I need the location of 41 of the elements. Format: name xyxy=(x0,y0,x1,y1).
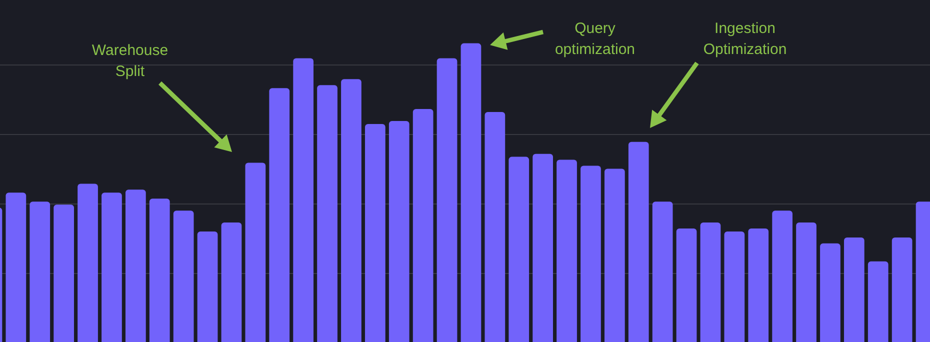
bar xyxy=(30,202,50,342)
bar xyxy=(173,210,194,342)
bar xyxy=(54,204,74,342)
bar xyxy=(102,192,122,342)
bar xyxy=(484,112,506,342)
bar xyxy=(388,120,410,342)
bar xyxy=(364,124,386,342)
bar xyxy=(748,228,769,342)
bar xyxy=(508,156,530,342)
bar xyxy=(892,237,912,342)
annotation: Query optimization xyxy=(554,19,636,60)
bar xyxy=(700,222,721,342)
bar xyxy=(652,202,673,342)
bar xyxy=(197,231,218,342)
bar xyxy=(724,231,745,342)
bar xyxy=(436,58,458,342)
bar xyxy=(772,210,793,342)
annotation: Warehouse Split xyxy=(90,41,170,82)
bar xyxy=(676,228,697,342)
bar xyxy=(341,79,362,342)
bar xyxy=(293,58,314,342)
bar xyxy=(868,261,888,342)
bar xyxy=(580,166,601,342)
bar xyxy=(844,237,864,342)
bar xyxy=(412,109,434,342)
bar xyxy=(269,88,290,342)
bar xyxy=(149,198,170,342)
bar xyxy=(628,142,649,342)
annotation: Ingestion Optimization xyxy=(702,19,788,60)
bar xyxy=(460,43,482,342)
bar xyxy=(78,184,98,342)
bar xyxy=(556,160,577,342)
bar xyxy=(820,243,840,342)
bar xyxy=(532,154,554,342)
bar xyxy=(317,85,338,342)
bar xyxy=(796,222,816,342)
bar xyxy=(245,162,266,342)
bar xyxy=(125,190,146,342)
bar xyxy=(604,168,625,342)
bar xyxy=(221,222,242,342)
bar xyxy=(6,192,26,342)
